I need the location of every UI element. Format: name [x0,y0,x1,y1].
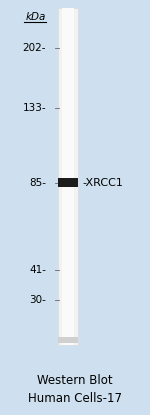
Text: Western Blot: Western Blot [37,374,113,386]
Text: 85-: 85- [29,178,46,188]
Bar [58,337,78,343]
Text: Human Cells-17: Human Cells-17 [28,391,122,405]
Text: 202-: 202- [22,43,46,53]
Text: kDa: kDa [26,12,46,22]
Text: 30-: 30- [29,295,46,305]
Text: 41-: 41- [29,265,46,275]
Bar [62,8,74,345]
Bar [58,178,78,188]
Text: -XRCC1: -XRCC1 [82,178,123,188]
Bar [58,8,78,345]
Text: 133-: 133- [22,103,46,113]
